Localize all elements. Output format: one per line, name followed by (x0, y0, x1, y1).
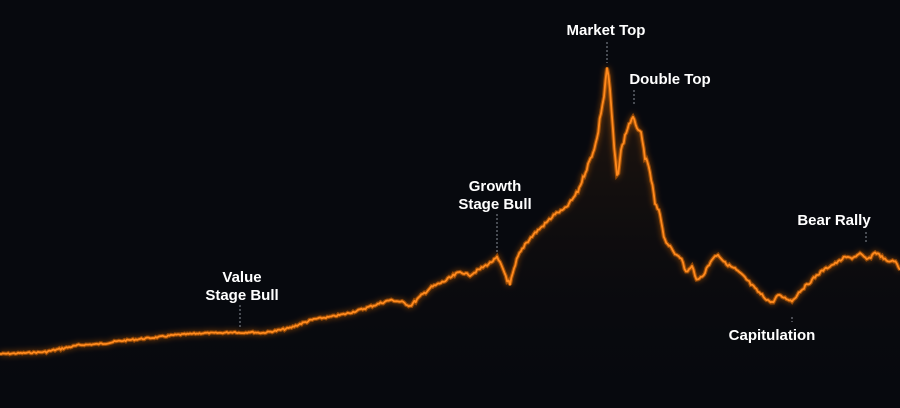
annotation-label: Stage Bull (205, 287, 278, 304)
annotation-capitulation: Capitulation (729, 317, 816, 344)
annotation-label: Double Top (629, 71, 710, 88)
annotation-double-top: Double Top (629, 71, 711, 106)
annotation-label: Stage Bull (458, 196, 531, 213)
annotation-bear-rally: Bear Rally (797, 212, 871, 244)
annotation-label: Value (222, 269, 261, 286)
annotation-label: Bear Rally (797, 212, 871, 229)
annotation-label: Capitulation (729, 327, 816, 344)
price-line (0, 67, 900, 356)
annotation-market-top: Market Top (567, 22, 646, 63)
price-area-fill (0, 67, 900, 408)
annotation-label: Market Top (567, 22, 646, 39)
area-layer (0, 67, 900, 408)
line-layer (0, 67, 900, 357)
annotation-label: Growth (469, 178, 522, 195)
